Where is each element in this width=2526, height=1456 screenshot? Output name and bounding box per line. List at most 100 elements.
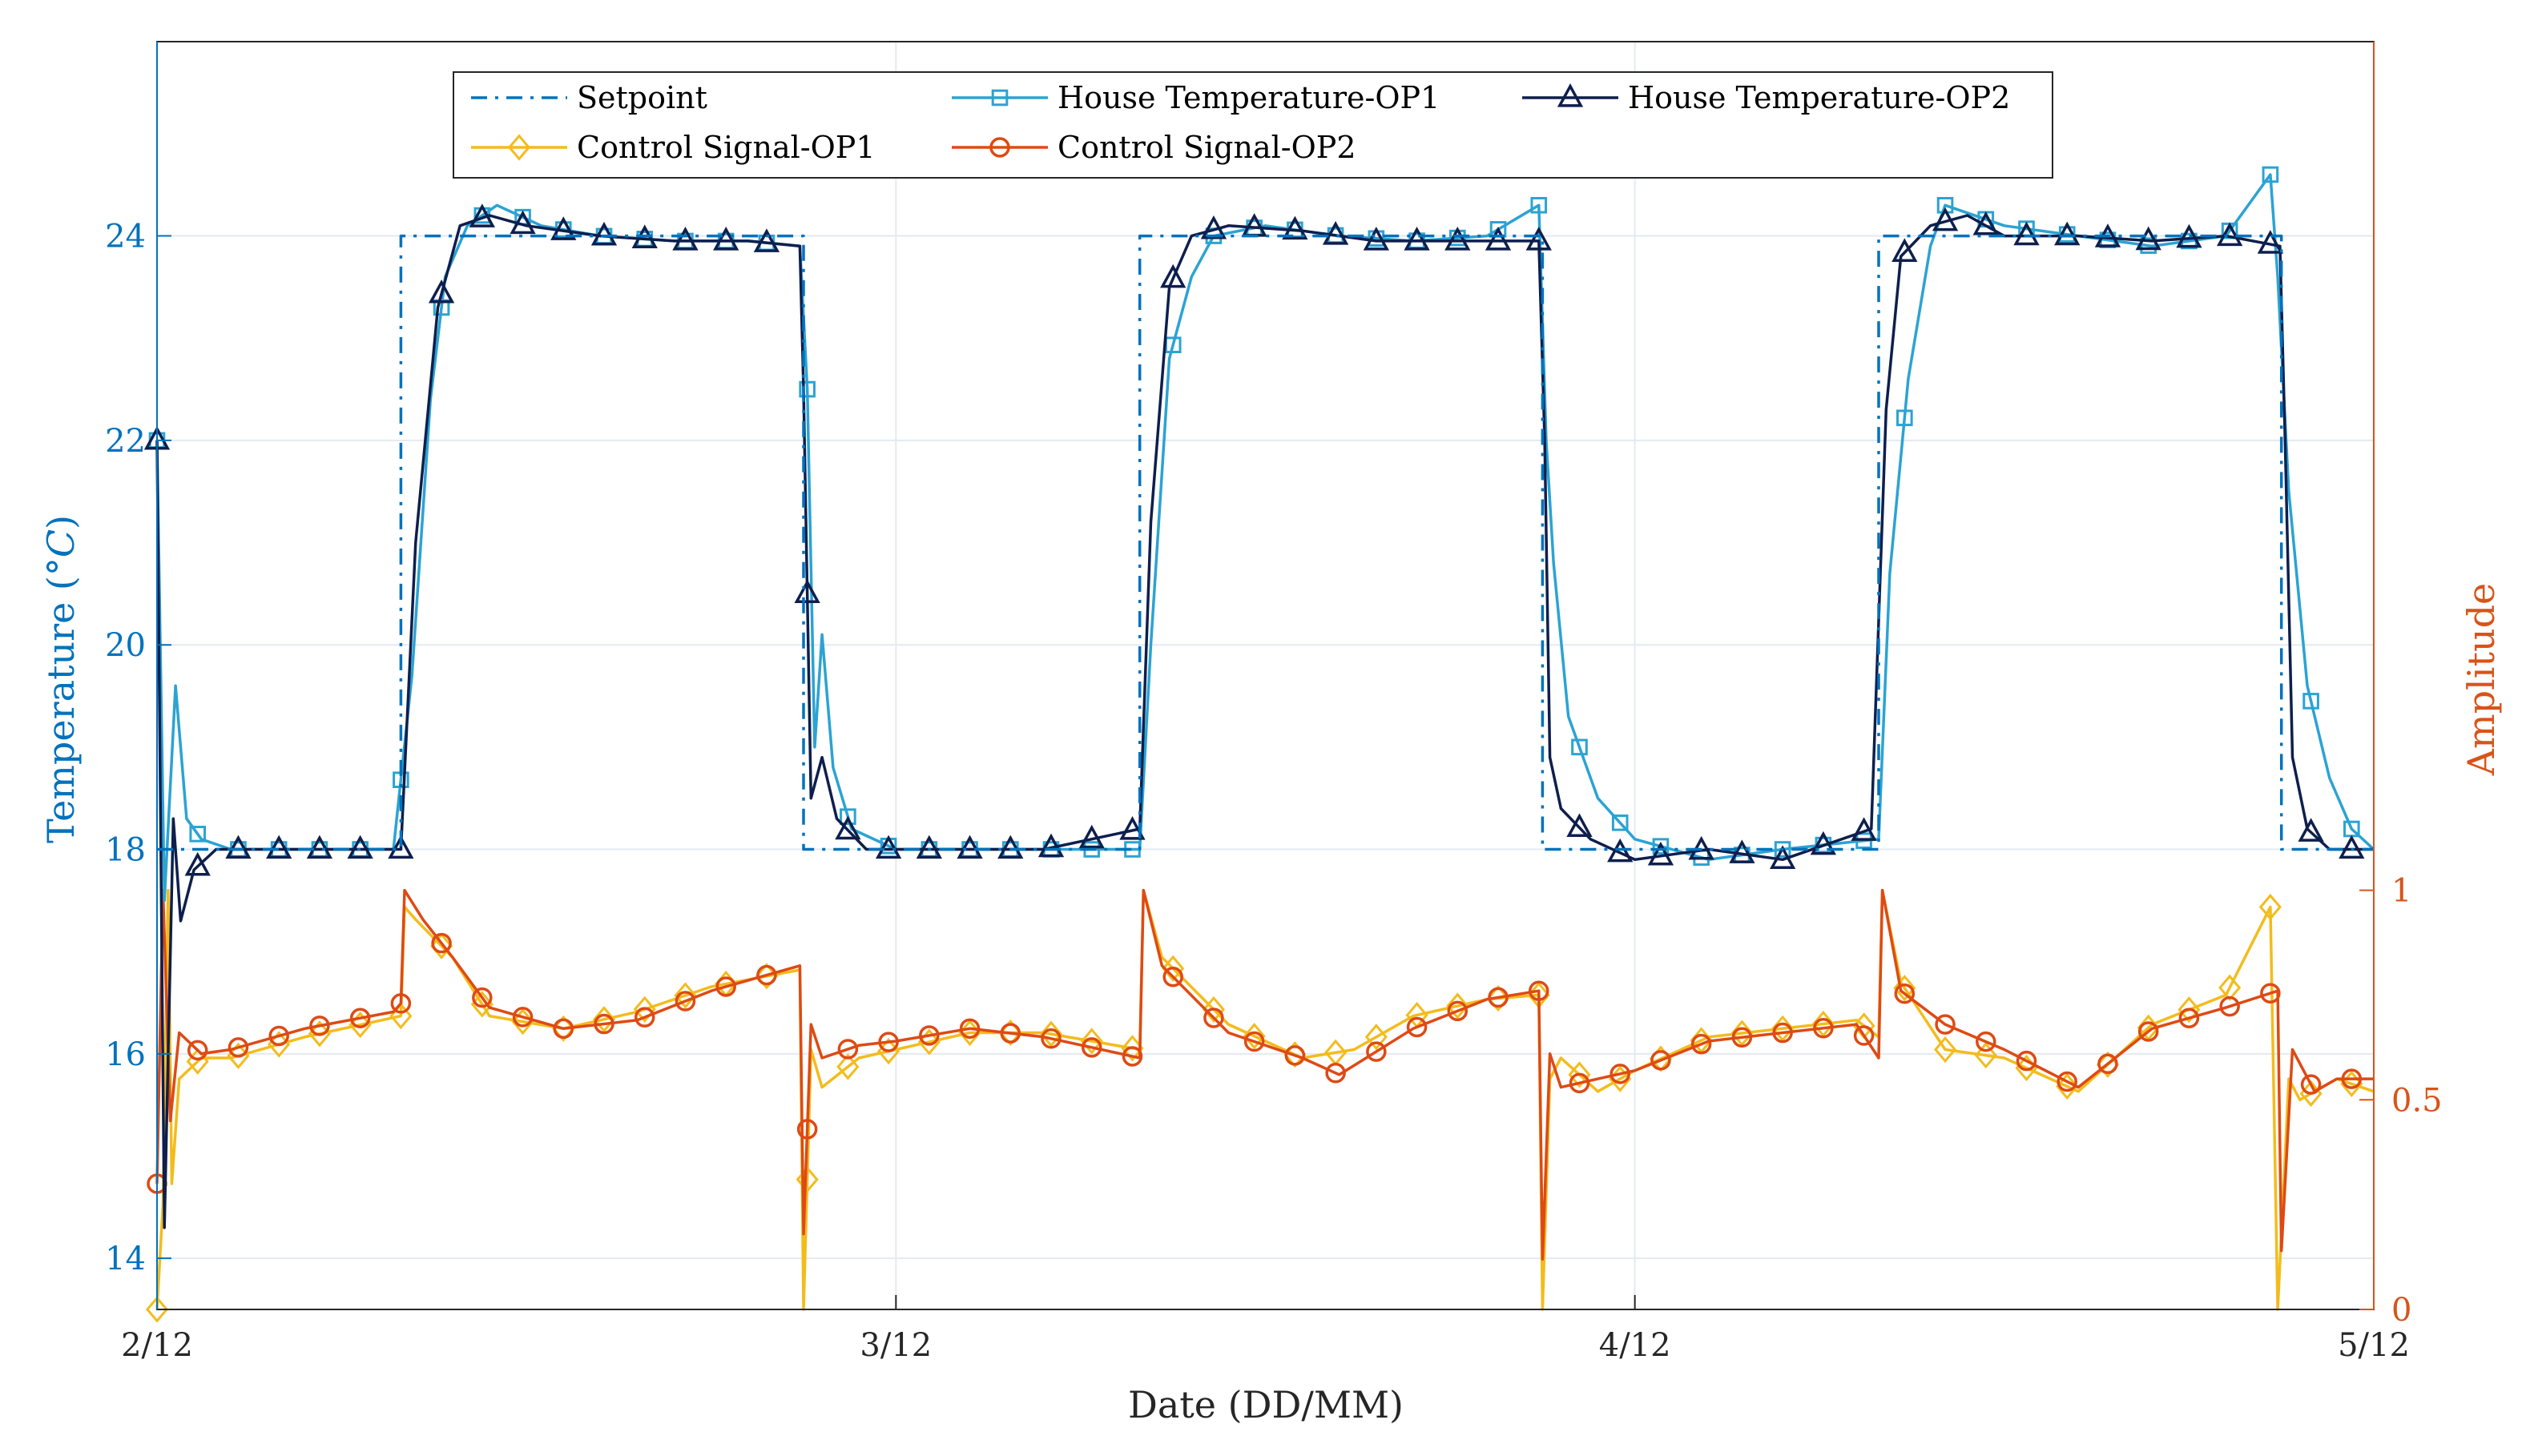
series-marker-house-temperature-op1 (1611, 814, 1629, 831)
series-marker-control-signal-op2 (268, 1025, 289, 1047)
series-marker-control-signal-op2 (837, 1039, 859, 1060)
series-marker-house-temperature-op2 (347, 835, 373, 859)
y-tick-label-left: 16 (105, 1036, 146, 1073)
y-tick-label-left: 24 (105, 219, 146, 255)
series-marker-control-signal-op2 (2260, 983, 2281, 1004)
legend-entry-ctrl2: Control Signal-OP2 (952, 130, 1356, 165)
series-marker-control-signal-op2 (919, 1025, 940, 1046)
series-marker-control-signal-op2 (1488, 987, 1509, 1008)
series-marker-control-signal-op2 (431, 932, 452, 954)
y-tick-label-left: 14 (105, 1241, 146, 1277)
series-marker-control-signal-op1 (1080, 1028, 1103, 1055)
series-control-signal-op1 (145, 888, 2375, 1323)
legend-label-ctrl1: Control Signal-OP1 (577, 130, 876, 165)
series-marker-control-signal-op2 (1162, 967, 1183, 987)
series-marker-control-signal-op2 (1325, 1063, 1346, 1084)
series-marker-control-signal-op2 (878, 1032, 899, 1052)
series-marker-house-temperature-op2 (550, 216, 577, 240)
series-marker-control-signal-op1 (145, 1296, 169, 1323)
series-marker-house-temperature-op1 (1530, 196, 1548, 214)
legend-entry-op2: House Temperature-OP2 (1522, 80, 2010, 115)
series-marker-house-temperature-op2 (266, 835, 292, 859)
series-marker-house-temperature-op2 (1566, 813, 1593, 838)
series-marker-control-signal-op1 (1730, 1020, 1754, 1047)
legend-label-setpoint: Setpoint (577, 80, 707, 115)
series-marker-house-temperature-op2 (1525, 226, 1552, 251)
series-marker-house-temperature-op2 (2298, 818, 2324, 842)
series-marker-control-signal-op2 (2057, 1071, 2077, 1092)
series-marker-control-signal-op1 (1933, 1036, 1957, 1064)
series-marker-house-temperature-op2 (997, 835, 1024, 859)
series-marker-control-signal-op1 (1039, 1020, 1063, 1048)
series-marker-control-signal-op1 (1568, 1061, 1591, 1088)
series-marker-control-signal-op2 (675, 991, 696, 1012)
series-marker-control-signal-op1 (2218, 974, 2242, 1001)
series-marker-control-signal-op1 (1162, 955, 1185, 982)
series-marker-house-temperature-op2 (2054, 221, 2081, 246)
series-marker-control-signal-op2 (796, 1119, 818, 1140)
series-marker-control-signal-op2 (228, 1037, 249, 1058)
legend-label-ctrl2: Control Signal-OP2 (1058, 130, 1356, 165)
x-tick-label: 3/12 (860, 1327, 932, 1364)
series-marker-control-signal-op2 (2137, 1021, 2159, 1042)
y-axis-right-label: Amplitude (2460, 583, 2503, 777)
series-marker-control-signal-op2 (1447, 1000, 1468, 1022)
y-tick-label-right: 0.5 (2391, 1082, 2443, 1119)
series-marker-house-temperature-op2 (1769, 845, 1796, 869)
series-marker-control-signal-op1 (796, 1166, 819, 1193)
series-marker-control-signal-op2 (1772, 1022, 1793, 1044)
legend-entry-op1: House Temperature-OP1 (952, 80, 1440, 115)
series-marker-control-signal-op2 (1935, 1014, 1956, 1035)
series-marker-control-signal-op2 (1609, 1064, 1630, 1084)
series-marker-control-signal-op2 (715, 976, 736, 997)
series-marker-house-temperature-op2 (1200, 215, 1227, 239)
series-marker-control-signal-op1 (430, 932, 453, 959)
series-marker-control-signal-op2 (1650, 1050, 1671, 1071)
legend-marker-op2 (1557, 83, 1584, 107)
series-marker-control-signal-op2 (1894, 983, 1916, 1004)
series-marker-control-signal-op2 (1569, 1072, 1590, 1094)
legend-entry-ctrl1: Control Signal-OP1 (471, 130, 876, 165)
series-marker-house-temperature-op1 (1774, 841, 1791, 858)
series-marker-house-temperature-op2 (428, 279, 455, 304)
series-marker-house-temperature-op2 (1810, 831, 1837, 855)
series-marker-house-temperature-op2 (794, 579, 820, 604)
series-line-setpoint (157, 234, 2374, 851)
series-marker-control-signal-op1 (633, 995, 656, 1023)
series-marker-control-signal-op2 (472, 987, 493, 1008)
series-marker-house-temperature-op2 (469, 203, 495, 227)
x-tick-label: 5/12 (2338, 1327, 2410, 1364)
grid (157, 42, 2374, 1309)
series-marker-control-signal-op2 (187, 1040, 208, 1061)
series-marker-house-temperature-op1 (840, 808, 856, 825)
series-marker-house-temperature-op1 (2302, 693, 2319, 710)
series-marker-house-temperature-op2 (713, 226, 739, 251)
series-marker-house-temperature-op2 (1363, 226, 1389, 251)
series-marker-control-signal-op1 (1446, 992, 1469, 1020)
series-marker-house-temperature-op2 (1485, 226, 1512, 251)
series-marker-control-signal-op1 (2096, 1051, 2120, 1078)
x-tick-label: 2/12 (121, 1327, 193, 1364)
series-marker-control-signal-op2 (2219, 995, 2240, 1017)
legend-box (453, 71, 2053, 179)
series-marker-control-signal-op1 (836, 1053, 860, 1080)
series-marker-house-temperature-op2 (1078, 824, 1105, 849)
series-marker-house-temperature-op2 (1891, 238, 1918, 262)
series-marker-control-signal-op2 (594, 1013, 614, 1035)
series-marker-house-temperature-op2 (1160, 263, 1186, 288)
series-marker-house-temperature-op2 (1851, 817, 1877, 841)
series-marker-control-signal-op2 (1366, 1041, 1387, 1062)
series-marker-house-temperature-op2 (590, 221, 618, 246)
series-marker-control-signal-op2 (2016, 1050, 2037, 1072)
series-marker-control-signal-op1 (1202, 995, 1226, 1024)
series-marker-control-signal-op2 (1243, 1031, 1265, 1052)
series-marker-house-temperature-op2 (1972, 211, 1999, 235)
axes: 2/12 3/12 4/12 5/12 14 16 18 20 22 24 0 0.5 1 (105, 42, 2443, 1364)
series-marker-house-temperature-op1 (1652, 838, 1670, 855)
series-marker-control-signal-op2 (1122, 1046, 1143, 1067)
legend-marker-ctrl1 (507, 134, 531, 161)
series-marker-control-signal-op1 (348, 1012, 372, 1039)
y-axis-left-label: Temperature (°C) (39, 515, 83, 843)
series-marker-house-temperature-op2 (184, 851, 211, 876)
y-tick-label-right: 0 (2391, 1292, 2411, 1329)
